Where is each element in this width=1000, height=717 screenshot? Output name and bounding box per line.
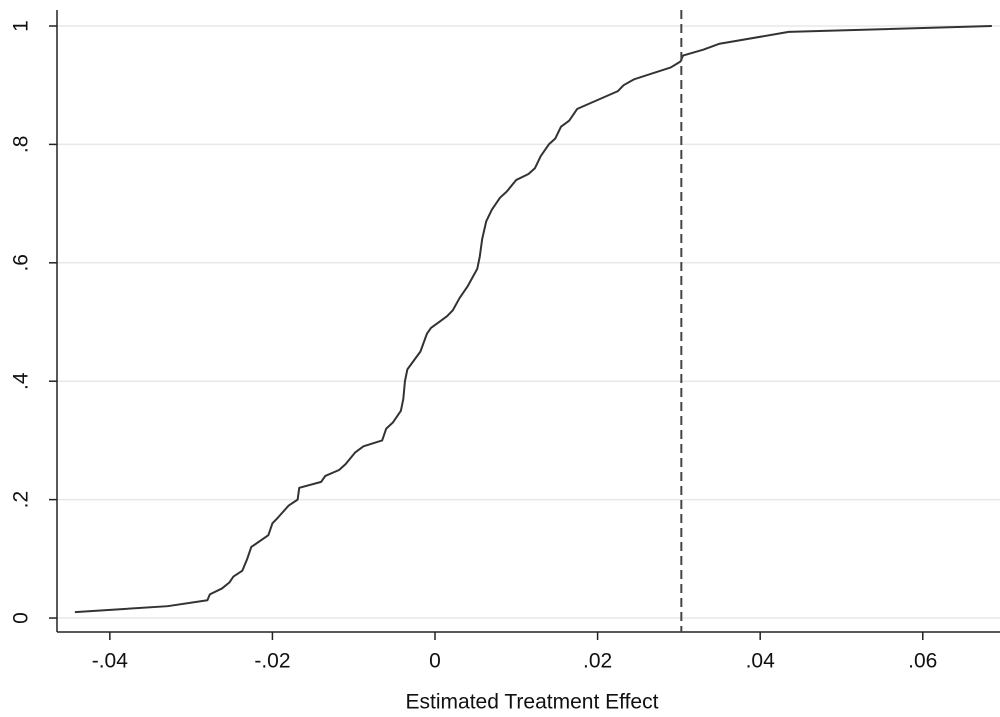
y-tick-label: .2 (10, 491, 33, 509)
x-tick-label: -.02 (254, 650, 290, 673)
y-tick-label: 0 (10, 612, 33, 624)
y-tick-label: .8 (10, 136, 33, 154)
y-tick-label: .6 (10, 254, 33, 272)
x-axis-title: Estimated Treatment Effect (406, 691, 659, 714)
x-tick-label: .02 (583, 650, 612, 673)
x-tick-label: -.04 (92, 650, 129, 673)
x-tick-label: 0 (429, 650, 441, 673)
x-tick-label: .04 (746, 650, 776, 673)
cdf-line (74, 24, 992, 614)
x-tick-label: .06 (908, 650, 937, 673)
y-tick-label: 1 (10, 20, 33, 32)
y-tick-label: .4 (10, 372, 33, 390)
